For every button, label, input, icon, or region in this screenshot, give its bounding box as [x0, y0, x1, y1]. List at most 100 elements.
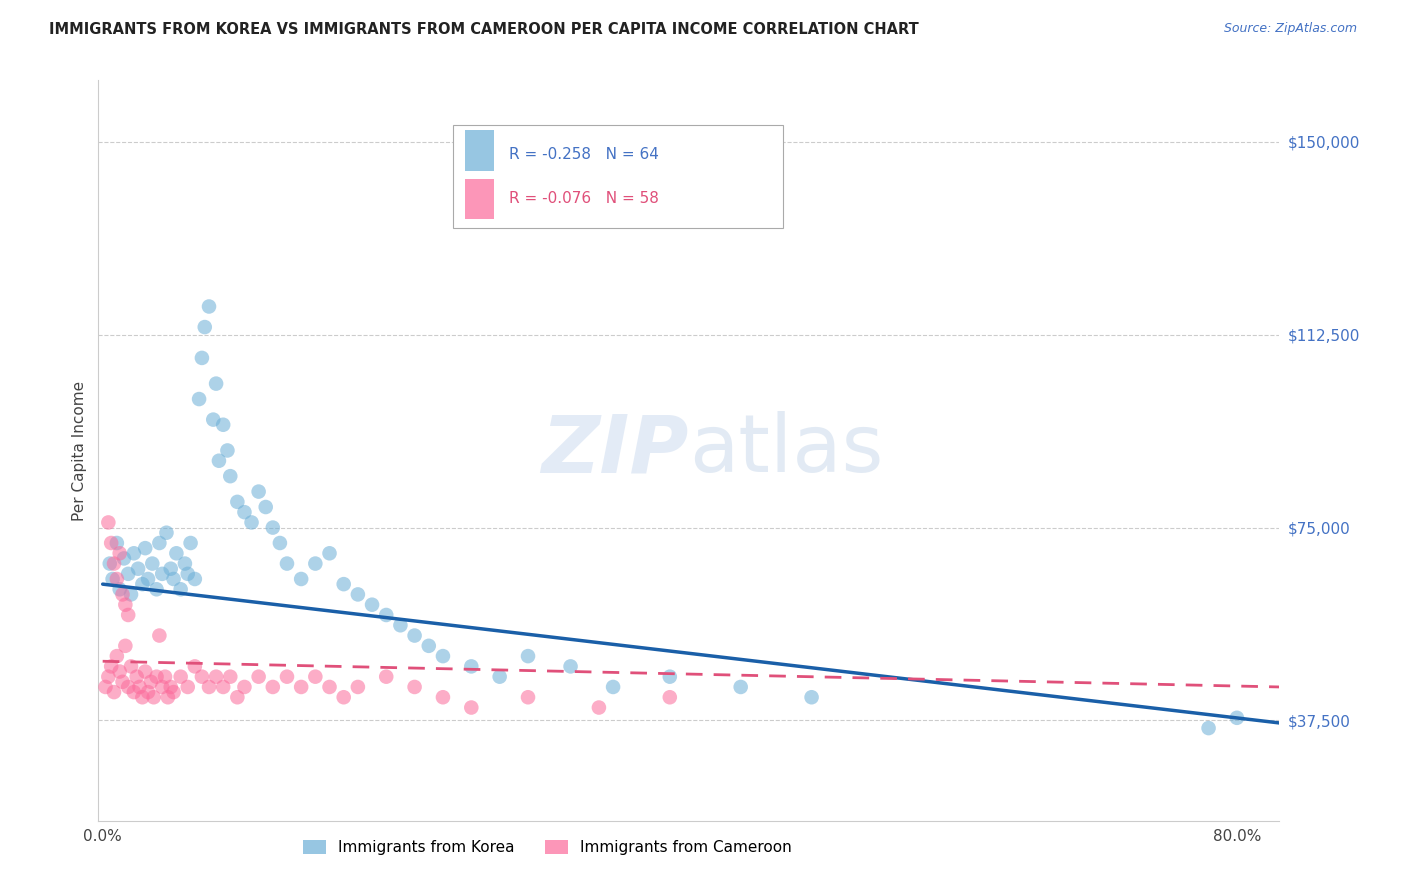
Point — [108, 665, 131, 679]
Point — [131, 577, 153, 591]
Legend: Immigrants from Korea, Immigrants from Cameroon: Immigrants from Korea, Immigrants from C… — [297, 834, 797, 861]
Point — [240, 516, 263, 530]
Point — [254, 500, 277, 514]
Point — [191, 351, 214, 365]
Point — [202, 412, 225, 426]
Point — [114, 639, 136, 653]
Point — [105, 649, 128, 664]
Point — [318, 546, 340, 560]
Point — [233, 505, 256, 519]
Point — [142, 690, 165, 705]
Point — [276, 670, 298, 684]
Point — [217, 443, 239, 458]
Point — [97, 516, 120, 530]
Text: R = -0.258   N = 64: R = -0.258 N = 64 — [509, 147, 659, 161]
Point — [105, 572, 128, 586]
Point — [375, 607, 398, 622]
Point — [247, 484, 270, 499]
Point — [304, 670, 326, 684]
Text: Source: ZipAtlas.com: Source: ZipAtlas.com — [1223, 22, 1357, 36]
Point — [100, 659, 122, 673]
Point — [156, 690, 179, 705]
FancyBboxPatch shape — [464, 178, 494, 219]
Text: R = -0.076   N = 58: R = -0.076 N = 58 — [509, 191, 659, 206]
Y-axis label: Per Capita Income: Per Capita Income — [72, 380, 87, 521]
Point — [269, 536, 291, 550]
Point — [658, 670, 681, 684]
Point — [150, 680, 173, 694]
Point — [122, 685, 145, 699]
Point — [460, 659, 482, 673]
Point — [148, 629, 170, 643]
Point — [117, 680, 139, 694]
Point — [131, 690, 153, 705]
Point — [188, 392, 211, 406]
Point — [184, 659, 207, 673]
Point — [304, 557, 326, 571]
Point — [219, 670, 242, 684]
Point — [198, 680, 221, 694]
Point — [120, 659, 142, 673]
Point — [159, 680, 181, 694]
Point — [111, 674, 134, 689]
Point — [1226, 711, 1249, 725]
Point — [191, 670, 214, 684]
Point — [588, 700, 610, 714]
Point — [94, 680, 117, 694]
Point — [800, 690, 823, 705]
Point — [177, 566, 200, 581]
Point — [148, 536, 170, 550]
Point — [226, 690, 249, 705]
Point — [233, 680, 256, 694]
Point — [205, 376, 228, 391]
Point — [404, 680, 426, 694]
Point — [226, 495, 249, 509]
Point — [290, 680, 312, 694]
Point — [361, 598, 384, 612]
Point — [141, 557, 163, 571]
Point — [108, 546, 131, 560]
Point — [730, 680, 752, 694]
Point — [602, 680, 624, 694]
Point — [136, 572, 159, 586]
Point — [180, 536, 202, 550]
Point — [347, 680, 370, 694]
Point — [432, 690, 454, 705]
Point — [112, 551, 135, 566]
Point — [517, 649, 540, 664]
Point — [184, 572, 207, 586]
Point — [122, 546, 145, 560]
Point — [177, 680, 200, 694]
Point — [169, 670, 191, 684]
Point — [658, 690, 681, 705]
Point — [134, 541, 156, 556]
Point — [375, 670, 398, 684]
Point — [198, 300, 221, 314]
Point — [247, 670, 270, 684]
Point — [159, 562, 181, 576]
Point — [165, 546, 187, 560]
Point — [97, 670, 120, 684]
Point — [212, 417, 235, 432]
Point — [150, 566, 173, 581]
Point — [418, 639, 440, 653]
Point — [517, 690, 540, 705]
Point — [162, 572, 184, 586]
Point — [560, 659, 582, 673]
Point — [127, 562, 149, 576]
Point — [488, 670, 510, 684]
Point — [332, 690, 354, 705]
Text: ZIP: ZIP — [541, 411, 689, 490]
Point — [98, 557, 121, 571]
Point — [145, 670, 167, 684]
Point — [162, 685, 184, 699]
Point — [262, 680, 284, 694]
Point — [136, 685, 159, 699]
Point — [262, 520, 284, 534]
Point — [1198, 721, 1220, 735]
Point — [114, 598, 136, 612]
Point — [153, 670, 176, 684]
Point — [108, 582, 131, 597]
Point — [128, 680, 150, 694]
Point — [460, 700, 482, 714]
